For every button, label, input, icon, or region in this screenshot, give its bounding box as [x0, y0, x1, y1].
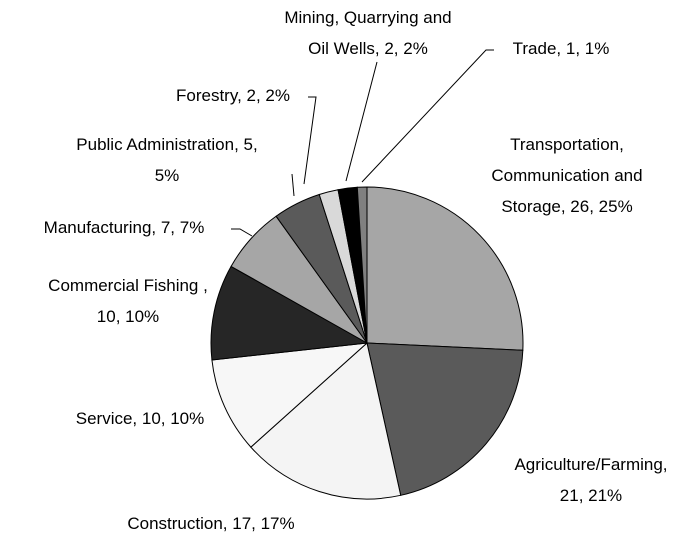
slice-label: Agriculture/Farming, 21, 21% — [514, 455, 667, 505]
leader-line — [361, 49, 494, 183]
slice-label-line: Public Administration, 5, — [76, 135, 257, 154]
slice-label-line: Agriculture/Farming, — [514, 455, 667, 474]
slice-label: Public Administration, 5, 5% — [76, 135, 257, 185]
slice-label-line: 5% — [155, 166, 180, 185]
slice-label-line: Manufacturing, 7, 7% — [44, 218, 205, 237]
pie-slice — [210, 265, 369, 361]
slice-label-line: Mining, Quarrying and — [284, 8, 451, 27]
slice-label-line: Forestry, 2, 2% — [176, 86, 290, 105]
leader-line — [291, 173, 295, 197]
pie-slice — [211, 342, 369, 448]
slice-label-line: Oil Wells, 2, 2% — [308, 39, 428, 58]
slice-label: Service, 10, 10% — [76, 409, 205, 428]
slice-label-line: Communication and — [491, 166, 642, 185]
slice-label-line: Transportation, — [510, 135, 624, 154]
slice-label-line: 21, 21% — [560, 486, 622, 505]
pie-slice — [250, 342, 402, 500]
slice-label: Forestry, 2, 2% — [176, 86, 290, 105]
slice-label: Mining, Quarrying and Oil Wells, 2, 2% — [284, 8, 451, 58]
slice-label-line: Construction, 17, 17% — [127, 514, 294, 533]
slice-label: Manufacturing, 7, 7% — [44, 218, 205, 237]
slice-label: Transportation, Communication and Storage,… — [491, 135, 642, 216]
slice-label: Trade, 1, 1% — [513, 39, 610, 58]
slice-label: Construction, 17, 17% — [127, 514, 294, 533]
slice-label-line: 10, 10% — [97, 307, 159, 326]
pie-slice — [366, 342, 524, 496]
slice-label: Commercial Fishing , 10, 10% — [48, 276, 208, 326]
slice-label-line: Trade, 1, 1% — [513, 39, 610, 58]
slice-label-line: Storage, 26, 25% — [501, 197, 632, 216]
leader-line — [303, 96, 317, 185]
pie-slice — [366, 186, 524, 351]
leader-line — [345, 61, 378, 182]
leader-line — [231, 228, 253, 237]
slice-label-line: Commercial Fishing , — [48, 276, 208, 295]
slice-label-line: Service, 10, 10% — [76, 409, 205, 428]
pie-slice — [356, 186, 368, 344]
